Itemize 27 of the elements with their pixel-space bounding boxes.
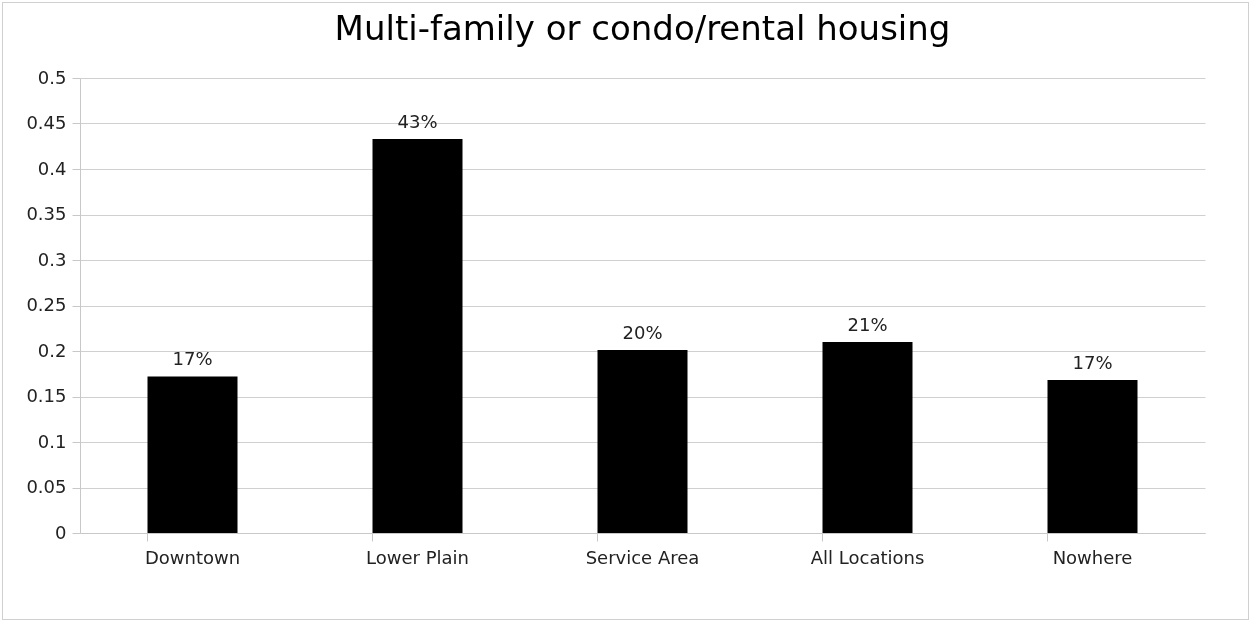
- bar: [372, 138, 463, 533]
- data-label: 43%: [397, 110, 438, 132]
- y-tick-label: 0.1: [37, 430, 67, 452]
- y-tick-label: 0.05: [26, 476, 67, 497]
- y-tick-label: 0.45: [26, 112, 67, 133]
- bar: [1047, 380, 1138, 533]
- y-tick-label: 0.2: [37, 339, 67, 361]
- y-tick-label: 0.15: [26, 385, 67, 406]
- x-tick-label: Nowhere: [1052, 546, 1133, 568]
- x-tick-label: Service Area: [585, 546, 700, 568]
- x-tick-label: Downtown: [144, 546, 241, 568]
- x-tick-label: Lower Plain: [366, 546, 469, 568]
- bar: [147, 376, 238, 533]
- bar: [822, 341, 913, 533]
- y-tick-label: 0.5: [37, 66, 67, 88]
- data-label: 17%: [172, 348, 213, 370]
- data-label: 21%: [847, 313, 888, 335]
- y-tick-label: 0.25: [26, 294, 67, 315]
- data-label: 17%: [1072, 352, 1113, 374]
- y-tick-label: 0.3: [37, 248, 67, 270]
- data-label: 20%: [622, 322, 663, 344]
- y-tick-label: 0.4: [37, 157, 67, 179]
- y-tick-label: 0.35: [26, 203, 67, 224]
- bar: [597, 350, 688, 533]
- y-tick-label: 0: [55, 521, 67, 543]
- x-tick-label: All Locations: [810, 546, 925, 568]
- chart-title: Multi-family or condo/rental housing: [334, 8, 951, 48]
